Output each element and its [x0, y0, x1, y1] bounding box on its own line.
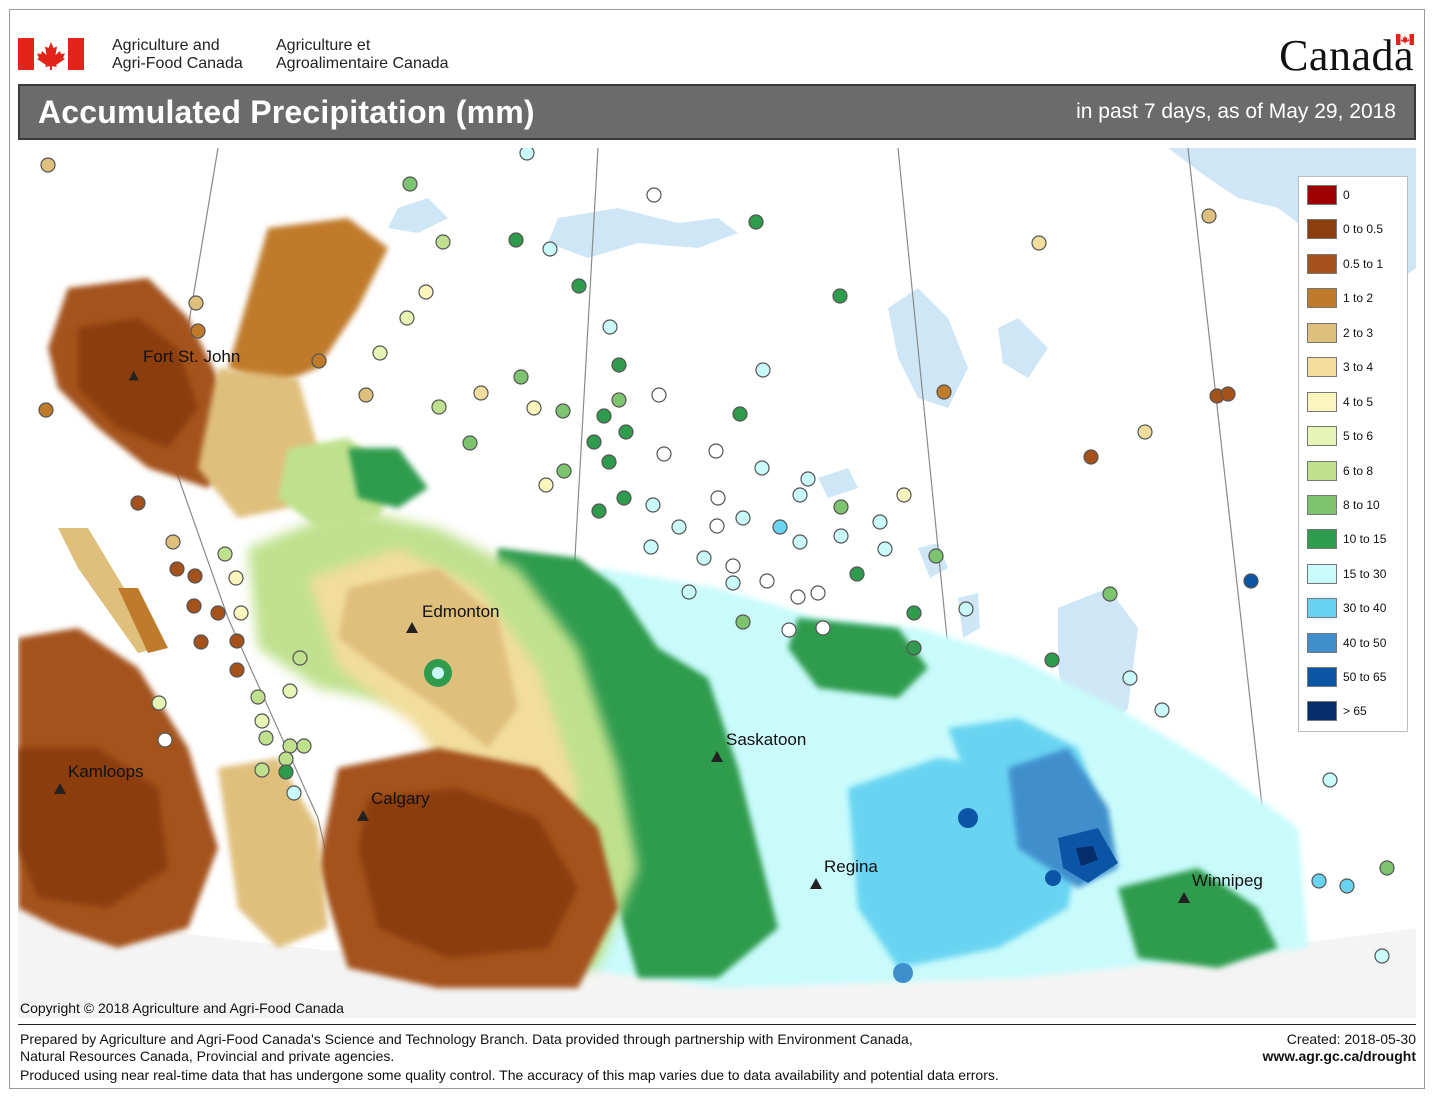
map-canvas: Fort St. John Edmonton Kamloops Calgary … [18, 148, 1416, 1018]
legend-item: 30 to 40 [1307, 598, 1407, 618]
city-regina: Regina [810, 857, 878, 889]
title-bar: Accumulated Precipitation (mm) in past 7… [18, 84, 1416, 140]
city-winnipeg: Winnipeg [1178, 871, 1263, 903]
legend-swatch [1307, 701, 1337, 721]
legend-label: 50 to 65 [1343, 670, 1387, 684]
map-subtitle: in past 7 days, as of May 29, 2018 [1076, 100, 1396, 123]
legend-swatch [1307, 357, 1337, 377]
legend-swatch [1307, 495, 1337, 515]
department-name-fr: Agriculture et Agroalimentaire Canada [276, 37, 449, 73]
copyright-notice: Copyright © 2018 Agriculture and Agri-Fo… [20, 1000, 344, 1016]
legend-swatch [1307, 633, 1337, 653]
legend-item: 50 to 65 [1307, 667, 1407, 687]
legend-label: 1 to 2 [1343, 291, 1374, 305]
legend-label: > 65 [1343, 704, 1367, 718]
department-fr-line1: Agriculture et [276, 37, 371, 54]
legend-swatch [1307, 667, 1337, 687]
legend-label: 0 [1343, 188, 1350, 202]
legend-swatch [1307, 392, 1337, 412]
us-region [18, 908, 1416, 1018]
legend-swatch [1307, 461, 1337, 481]
legend-label: 3 to 4 [1343, 360, 1374, 374]
precipitation-legend: 0 0 to 0.5 0.5 to 1 1 to 2 2 to 3 3 to 4… [1298, 176, 1408, 732]
station-markers [38, 148, 1395, 964]
department-en-line2: Agri-Food Canada [112, 55, 243, 72]
legend-label: 0.5 to 1 [1343, 257, 1384, 271]
legend-swatch [1307, 598, 1337, 618]
city-label: Saskatoon [726, 730, 806, 749]
footer-credit-line2: Natural Resources Canada, Provincial and… [20, 1048, 395, 1064]
footer-credit-line1: Prepared by Agriculture and Agri-Food Ca… [20, 1031, 913, 1047]
legend-swatch [1307, 426, 1337, 446]
legend-swatch [1307, 288, 1337, 308]
city-calgary: Calgary [357, 789, 430, 821]
legend-label: 0 to 0.5 [1343, 222, 1384, 236]
legend-item: > 65 [1307, 701, 1407, 721]
legend-swatch [1307, 564, 1337, 584]
legend-item: 2 to 3 [1307, 323, 1407, 343]
legend-item: 5 to 6 [1307, 426, 1407, 446]
legend-item: 6 to 8 [1307, 461, 1407, 481]
legend-swatch [1307, 219, 1337, 239]
city-fort-st-john: Fort St. John [128, 347, 240, 381]
legend-item: 15 to 30 [1307, 564, 1407, 584]
city-label: Edmonton [422, 602, 500, 621]
legend-label: 10 to 15 [1343, 532, 1387, 546]
city-label: Fort St. John [143, 347, 240, 366]
legend-label: 4 to 5 [1343, 395, 1374, 409]
legend-label: 30 to 40 [1343, 601, 1387, 615]
footer-divider [18, 1024, 1416, 1025]
legend-swatch [1307, 323, 1337, 343]
city-saskatoon: Saskatoon [711, 730, 806, 762]
canada-flag-icon [18, 38, 84, 70]
legend-item: 0 to 0.5 [1307, 219, 1407, 239]
legend-item: 0 [1307, 185, 1407, 205]
city-label: Winnipeg [1192, 871, 1263, 890]
legend-swatch [1307, 254, 1337, 274]
map-title: Accumulated Precipitation (mm) [38, 94, 535, 130]
canada-wordmark: Canada [1279, 31, 1414, 80]
department-name-en: Agriculture and Agri-Food Canada [112, 37, 243, 73]
legend-swatch [1307, 185, 1337, 205]
department-en-line1: Agriculture and [112, 37, 220, 54]
legend-item: 8 to 10 [1307, 495, 1407, 515]
legend-label: 40 to 50 [1343, 636, 1387, 650]
legend-item: 1 to 2 [1307, 288, 1407, 308]
city-label: Calgary [371, 789, 430, 808]
wordmark-flag-icon [1396, 34, 1414, 45]
legend-item: 10 to 15 [1307, 529, 1407, 549]
city-label: Regina [824, 857, 878, 876]
department-fr-line2: Agroalimentaire Canada [276, 55, 449, 72]
legend-item: 4 to 5 [1307, 392, 1407, 412]
legend-label: 8 to 10 [1343, 498, 1380, 512]
legend-label: 5 to 6 [1343, 429, 1374, 443]
legend-item: 3 to 4 [1307, 357, 1407, 377]
city-label: Kamloops [68, 762, 144, 781]
city-kamloops: Kamloops [54, 762, 144, 794]
legend-label: 6 to 8 [1343, 464, 1374, 478]
city-edmonton: Edmonton [406, 602, 500, 633]
drought-url-link[interactable]: www.agr.gc.ca/drought [1262, 1048, 1416, 1064]
precipitation-map: Fort St. John Edmonton Kamloops Calgary … [18, 148, 1416, 1018]
legend-label: 2 to 3 [1343, 326, 1374, 340]
legend-item: 0.5 to 1 [1307, 254, 1407, 274]
created-date: Created: 2018-05-30 [1286, 1031, 1416, 1047]
legend-swatch [1307, 529, 1337, 549]
footer-disclaimer: Produced using near real-time data that … [20, 1067, 999, 1083]
legend-label: 15 to 30 [1343, 567, 1387, 581]
city-markers: Fort St. John Edmonton Kamloops Calgary … [54, 347, 1263, 903]
legend-item: 40 to 50 [1307, 633, 1407, 653]
precipitation-field [18, 218, 1308, 988]
